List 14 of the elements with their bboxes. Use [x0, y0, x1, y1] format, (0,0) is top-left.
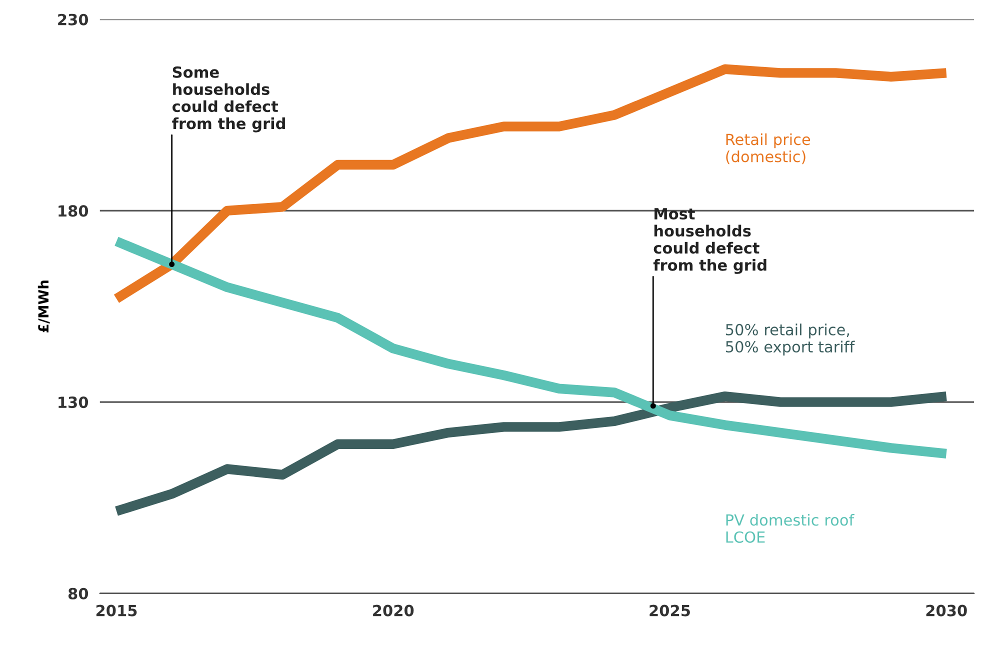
x-tick-label: 2020: [373, 604, 414, 616]
x-tick-label: 2025: [650, 604, 690, 616]
text: 50% retail price, 50% export tariff: [726, 324, 855, 356]
x-tick-label: 2030: [926, 604, 967, 616]
y-axis-title: £/MWh: [38, 280, 50, 332]
annotation: Some households could defect from the grid: [172, 66, 285, 132]
text: Retail price (domestic): [726, 133, 810, 164]
y-tick-label: 230: [58, 14, 88, 26]
y-tick-label: 180: [58, 205, 88, 217]
y-tick-label: 80: [68, 588, 88, 600]
x-tick-label: 2015: [96, 604, 137, 616]
y-tick-label: 130: [58, 396, 88, 408]
annotation: Most households could defect from the grid: [653, 208, 766, 274]
text: PV domestic roof LCOE: [726, 514, 854, 543]
